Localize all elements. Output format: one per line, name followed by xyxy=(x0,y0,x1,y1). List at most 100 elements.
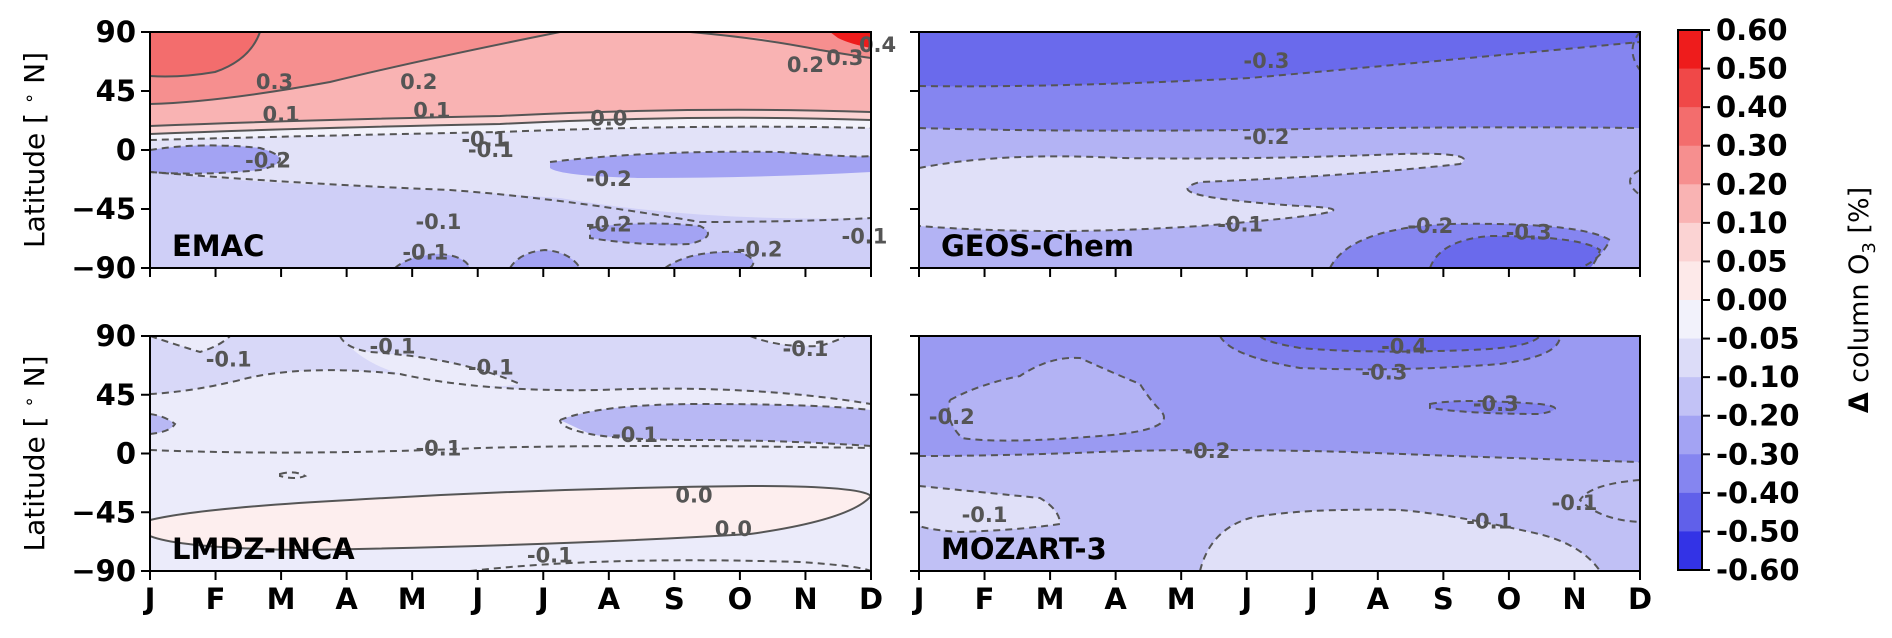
colorbar-swatch xyxy=(1678,261,1702,301)
colorbar-tick-label: 0.10 xyxy=(1716,206,1788,240)
x-tick-label: O xyxy=(728,582,753,616)
colorbar-swatch xyxy=(1678,145,1702,185)
contour-label: -0.1 xyxy=(468,138,514,162)
contour-label: -0.1 xyxy=(1217,213,1263,237)
contour-label: 0.0 xyxy=(715,517,752,541)
colorbar-tick-label: -0.10 xyxy=(1716,360,1800,394)
x-tick-label: M xyxy=(1036,582,1065,616)
colorbar-swatch xyxy=(1678,338,1702,378)
colorbar-tick-label: -0.05 xyxy=(1716,322,1800,356)
contour-label: -0.2 xyxy=(1407,214,1453,238)
colorbar-swatch xyxy=(1678,492,1702,532)
colorbar-swatch xyxy=(1678,68,1702,108)
y-tick-label: 90 xyxy=(96,15,136,49)
x-tick-label: A xyxy=(1367,582,1390,616)
contour-label: -0.2 xyxy=(245,148,291,172)
x-tick-label: S xyxy=(1433,582,1454,616)
x-tick-label: S xyxy=(664,582,685,616)
contour-fill-geos-chem xyxy=(919,32,1640,268)
colorbar-tick-label: 0.30 xyxy=(1716,129,1788,163)
contour-label: -0.1 xyxy=(612,423,658,447)
panel-axes-1: 0.3 0.20.1 0.1 0.00.2 0.30.4-0.1-0.1-0.2-0.2… xyxy=(18,15,896,285)
colorbar-tick-label: 0.20 xyxy=(1716,167,1788,201)
y-tick-label: 45 xyxy=(96,378,136,412)
y-tick-label: 90 xyxy=(96,319,136,353)
contour-label: -0.4 xyxy=(1381,334,1427,358)
contour-label: 0.4 xyxy=(859,33,896,57)
x-tick-label: F xyxy=(975,582,995,616)
contour-label: 0.0 xyxy=(590,107,627,131)
panel-emac xyxy=(150,32,871,268)
contour-label: -0.2 xyxy=(1184,439,1230,463)
colorbar-tick-label: 0.05 xyxy=(1716,244,1788,278)
contour-label: 0.1 xyxy=(413,99,450,123)
x-tick-label: D xyxy=(859,582,883,616)
panel-name: LMDZ-INCA xyxy=(172,532,355,566)
colorbar-label: Δ column O3 [%] xyxy=(1844,187,1880,413)
contour-label: -0.3 xyxy=(1361,361,1407,385)
contour-label: -0.2 xyxy=(737,238,783,262)
contour-label: -0.3 xyxy=(1473,392,1519,416)
colorbar-tick-label: -0.60 xyxy=(1716,553,1800,587)
contour-label: -0.1 xyxy=(370,334,416,358)
colorbar-tick-label: -0.50 xyxy=(1716,514,1800,548)
colorbar-swatch xyxy=(1678,222,1702,262)
panel-name: GEOS-Chem xyxy=(941,229,1134,263)
y-axis-label: Latitude [ ∘ N] xyxy=(18,52,51,248)
contour-label: -0.1 xyxy=(782,337,828,361)
x-tick-label: M xyxy=(398,582,427,616)
contour-fill-emac xyxy=(150,32,871,268)
y-axis-label: Latitude [ ∘ N] xyxy=(18,355,51,551)
x-tick-label: A xyxy=(1104,582,1127,616)
colorbar-swatch xyxy=(1678,184,1702,224)
colorbar-tick-label: 0.00 xyxy=(1716,283,1788,317)
y-tick-label: −45 xyxy=(71,495,136,529)
contour-label: -0.1 xyxy=(527,543,573,567)
colorbar-tick-label: 0.50 xyxy=(1716,52,1788,86)
panel-axes-2: -0.3 -0.2 -0.1 -0.2 -0.3 GEOS-Chem xyxy=(910,31,1641,277)
panel-name: EMAC xyxy=(172,229,264,263)
x-tick-label: J xyxy=(470,582,483,616)
contour-label: -0.1 xyxy=(461,128,507,152)
colorbar-tick-label: 0.60 xyxy=(1716,13,1788,47)
colorbar-swatch xyxy=(1678,107,1702,147)
contour-label: -0.1 xyxy=(206,348,252,372)
colorbar-swatch xyxy=(1678,415,1702,455)
colorbar-swatch xyxy=(1678,531,1702,571)
y-tick-label: −90 xyxy=(71,554,136,588)
x-tick-label: J xyxy=(143,582,156,616)
contour-label: -0.1 xyxy=(962,503,1008,527)
colorbar-swatch xyxy=(1678,377,1702,417)
contour-label: -0.1 xyxy=(1551,491,1597,515)
contour-label: 0.3 xyxy=(256,70,293,94)
x-tick-label: O xyxy=(1497,582,1522,616)
y-tick-label: −45 xyxy=(71,192,136,226)
contour-label: -0.2 xyxy=(929,405,975,429)
contour-label: 0.0 xyxy=(675,483,712,507)
contour-fill-mozart-3 xyxy=(919,336,1640,571)
colorbar-tick-label: 0.40 xyxy=(1716,90,1788,124)
x-tick-label: M xyxy=(1167,582,1196,616)
contour-label: -0.1 xyxy=(415,436,461,460)
x-tick-label: F xyxy=(206,582,226,616)
x-tick-label: A xyxy=(598,582,621,616)
contour-label: -0.1 xyxy=(402,240,448,264)
contour-label: -0.1 xyxy=(841,225,887,249)
panel-mozart-3 xyxy=(919,336,1640,571)
contour-label: -0.2 xyxy=(586,167,632,191)
contour-label: -0.3 xyxy=(1506,221,1552,245)
colorbar-swatch xyxy=(1678,30,1702,70)
contour-label: -0.3 xyxy=(1243,49,1289,73)
axes-overlay: 0.3 0.20.1 0.1 0.00.2 0.30.4-0.1-0.1-0.2-0.2… xyxy=(18,15,1652,616)
panel-name: MOZART-3 xyxy=(941,532,1107,566)
contour-label: 0.2 xyxy=(787,53,824,77)
x-tick-label: M xyxy=(267,582,296,616)
y-tick-label: 45 xyxy=(96,74,136,108)
contour-fill-lmdz-inca xyxy=(150,336,871,571)
colorbar-tick-label: -0.30 xyxy=(1716,437,1800,471)
colorbar-tick-label: -0.40 xyxy=(1716,476,1800,510)
panel-lmdz-inca xyxy=(150,336,871,571)
y-tick-label: 0 xyxy=(116,133,136,167)
x-tick-label: J xyxy=(1305,582,1318,616)
